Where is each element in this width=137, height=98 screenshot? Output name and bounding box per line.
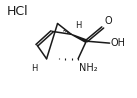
Text: O: O	[104, 16, 112, 26]
Text: NH₂: NH₂	[79, 63, 98, 73]
Text: H: H	[75, 21, 82, 30]
Text: H: H	[32, 64, 38, 73]
Text: OH: OH	[111, 38, 126, 48]
Text: HCl: HCl	[7, 5, 28, 18]
Polygon shape	[71, 34, 87, 42]
